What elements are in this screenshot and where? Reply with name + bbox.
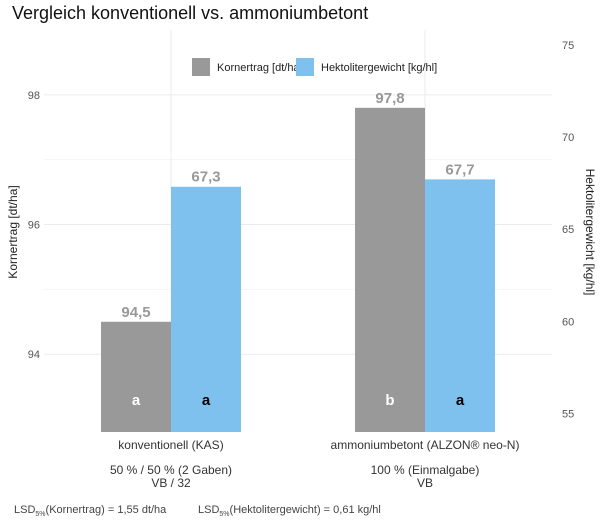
data-label: 97,8 xyxy=(375,90,404,107)
bar-layer xyxy=(101,107,495,432)
footnote-lsd-kornertrag: LSD5%(Kornertrag) = 1,55 dt/ha xyxy=(14,504,167,518)
label-layer: 94 96 98 55 60 65 70 75 94,5 a 67,3 a konventionell … xyxy=(28,40,575,490)
x-sublabel: 50 % / 50 % (2 Gaben) xyxy=(110,463,232,477)
bar xyxy=(171,186,241,432)
x-sublabel: VB / 32 xyxy=(151,476,191,490)
legend-label-kornertrag: Kornertrag [dt/ha] xyxy=(217,62,303,74)
data-label: 67,7 xyxy=(445,161,474,178)
data-label: 94,5 xyxy=(121,304,150,321)
y-tick-label: 96 xyxy=(28,220,40,232)
footnote-lsd-hektolitergewicht: LSD5%(Hektolitergewicht) = 0,61 kg/hl xyxy=(198,504,381,518)
significance-label: a xyxy=(202,392,211,409)
x-tick-label: konventionell (KAS) xyxy=(118,438,223,452)
legend-label-hektolitergewicht: Hektolitergewicht [kg/hl] xyxy=(321,62,437,74)
y-tick-label: 98 xyxy=(28,90,40,102)
y-tick-label: 94 xyxy=(28,349,40,361)
x-sublabel: 100 % (Einmalgabe) xyxy=(371,463,480,477)
footnotes: LSD5%(Kornertrag) = 1,55 dt/ha LSD5%(Hek… xyxy=(14,504,381,518)
legend-swatch-hektolitergewicht xyxy=(296,58,314,76)
x-sublabel: VB xyxy=(417,476,433,490)
y2-tick-label: 55 xyxy=(562,409,574,421)
y2-tick-label: 60 xyxy=(562,316,574,328)
bar xyxy=(425,179,495,432)
chart-title: Vergleich konventionell vs. ammoniumbeto… xyxy=(12,3,368,23)
y2-tick-label: 70 xyxy=(562,132,574,144)
y-axis-label: Kornertrag [dt/ha] xyxy=(6,185,20,278)
significance-label: b xyxy=(385,392,394,409)
y2-tick-label: 65 xyxy=(562,224,574,236)
bar xyxy=(355,107,425,432)
bar xyxy=(101,321,171,432)
legend-swatch-kornertrag xyxy=(192,58,210,76)
y2-tick-label: 75 xyxy=(562,40,574,52)
x-tick-label: ammoniumbetont (ALZON® neo-N) xyxy=(331,438,520,452)
significance-label: a xyxy=(132,392,141,409)
data-label: 67,3 xyxy=(191,169,220,186)
y2-axis-label: Hektolitergewicht [kg/hl] xyxy=(583,169,597,296)
legend: Kornertrag [dt/ha] Hektolitergewicht [kg… xyxy=(192,58,437,76)
significance-label: a xyxy=(456,392,465,409)
